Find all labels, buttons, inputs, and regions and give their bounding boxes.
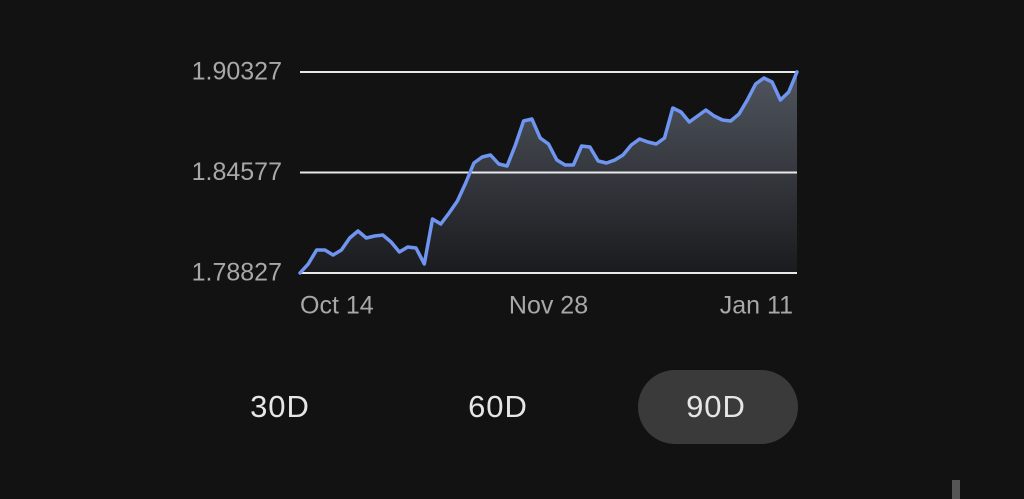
scroll-indicator [952,480,960,499]
selected-pill[interactable] [638,370,798,444]
x-tick-label: Nov 28 [509,292,588,320]
period-buttons: 30D 60D 90D [250,389,746,424]
chart: 1.78827 1.84577 1.90327 Oct 14 Nov 28 Jan 11 [192,58,799,320]
period-button[interactable]: 90D [686,389,746,424]
period-button[interactable]: 30D [250,389,310,424]
x-tick-label: Jan 11 [720,292,793,320]
x-tick-label: Oct 14 [300,292,374,320]
y-tick-label: 1.78827 [192,259,282,287]
period-button[interactable]: 60D [468,389,528,424]
y-tick-label: 1.90327 [192,58,282,86]
price-line [298,70,799,275]
y-tick-label: 1.84577 [192,158,282,186]
